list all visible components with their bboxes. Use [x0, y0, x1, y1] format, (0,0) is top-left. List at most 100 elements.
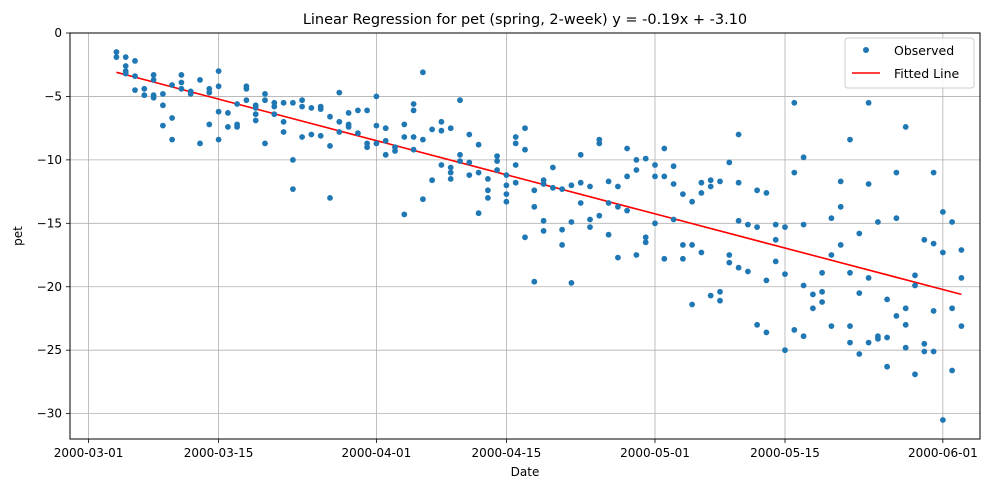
observed-point [382, 125, 389, 132]
observed-point [837, 178, 844, 185]
observed-point [698, 190, 705, 196]
observed-point [624, 173, 630, 180]
observed-point [540, 217, 547, 224]
observed-point [355, 130, 361, 137]
observed-point [940, 249, 946, 256]
observed-point [485, 187, 491, 194]
observed-point [401, 211, 408, 218]
legend-box [844, 37, 975, 89]
observed-point [837, 242, 844, 248]
observed-point [438, 118, 445, 125]
observed-point [828, 215, 835, 222]
observed-point [438, 162, 445, 168]
observed-point [800, 221, 807, 228]
observed-point [169, 82, 176, 88]
observed-point [772, 236, 779, 243]
legend-observed-label: Observed [894, 43, 954, 58]
observed-point [160, 91, 166, 97]
observed-point [299, 97, 305, 104]
observed-point [503, 198, 510, 205]
grid-lines [70, 32, 980, 439]
observed-point [494, 158, 500, 165]
observed-point [410, 107, 417, 114]
observed-point [401, 121, 408, 128]
observed-point [856, 230, 863, 237]
observed-point [271, 111, 278, 118]
observed-point [884, 334, 890, 341]
observed-point [596, 140, 603, 147]
x-tick-label: 2000-03-01 [54, 446, 124, 460]
observed-point [503, 172, 510, 179]
observed-point [680, 255, 686, 262]
observed-point [243, 85, 250, 92]
observed-point [577, 179, 584, 186]
observed-point [689, 301, 695, 308]
observed-point [707, 292, 714, 299]
observed-point [949, 219, 955, 225]
observed-point [930, 348, 937, 355]
observed-point [280, 129, 287, 135]
observed-point [234, 101, 241, 107]
x-tick-label: 2000-05-01 [620, 446, 690, 460]
observed-point [178, 72, 185, 78]
observed-point [698, 249, 705, 256]
observed-point [642, 155, 649, 162]
observed-point [587, 216, 593, 223]
observed-point [113, 49, 120, 55]
observed-point [754, 224, 760, 231]
observed-point [308, 131, 315, 138]
observed-point [392, 148, 398, 154]
observed-point [206, 121, 213, 128]
observed-point [150, 77, 157, 83]
observed-point [949, 305, 955, 312]
observed-point [735, 264, 742, 271]
observed-point [522, 125, 528, 132]
observed-point [252, 111, 259, 118]
fitted-line-layer [116, 71, 962, 296]
observed-point [884, 296, 890, 303]
observed-point [819, 269, 825, 276]
observed-point [447, 164, 454, 171]
observed-point [271, 99, 278, 106]
observed-point [921, 340, 928, 347]
observed-point [745, 268, 751, 275]
x-tick-label: 2000-03-15 [184, 446, 254, 460]
observed-point [522, 146, 528, 153]
observed-point [930, 240, 937, 247]
observed-point [605, 178, 612, 185]
observed-point [410, 101, 417, 107]
observed-point [355, 107, 361, 114]
observed-point [336, 129, 343, 135]
observed-point [902, 344, 909, 351]
observed-point [902, 321, 909, 328]
observed-point [652, 220, 658, 227]
observed-point [893, 169, 900, 176]
observed-point [615, 254, 621, 261]
observed-point [707, 183, 714, 190]
observed-point [568, 280, 575, 286]
observed-point [512, 140, 519, 147]
observed-point [262, 140, 268, 147]
observed-point [512, 179, 519, 186]
observed-point [187, 88, 194, 95]
observed-point [485, 176, 491, 182]
observed-point [512, 134, 519, 140]
observed-point [243, 97, 250, 104]
observed-point [921, 348, 928, 355]
observed-point [707, 177, 714, 184]
observed-point [735, 179, 742, 186]
observed-point [522, 234, 528, 241]
observed-point [754, 187, 760, 194]
observed-point [717, 297, 723, 304]
observed-point [132, 58, 138, 64]
observed-point [615, 203, 621, 210]
fitted-line [116, 71, 962, 296]
observed-point [475, 169, 482, 176]
observed-point [550, 164, 556, 171]
observed-point [503, 191, 510, 198]
observed-point [475, 141, 482, 148]
observed-point [680, 242, 686, 248]
observed-point [122, 70, 129, 77]
observed-point [856, 290, 863, 296]
